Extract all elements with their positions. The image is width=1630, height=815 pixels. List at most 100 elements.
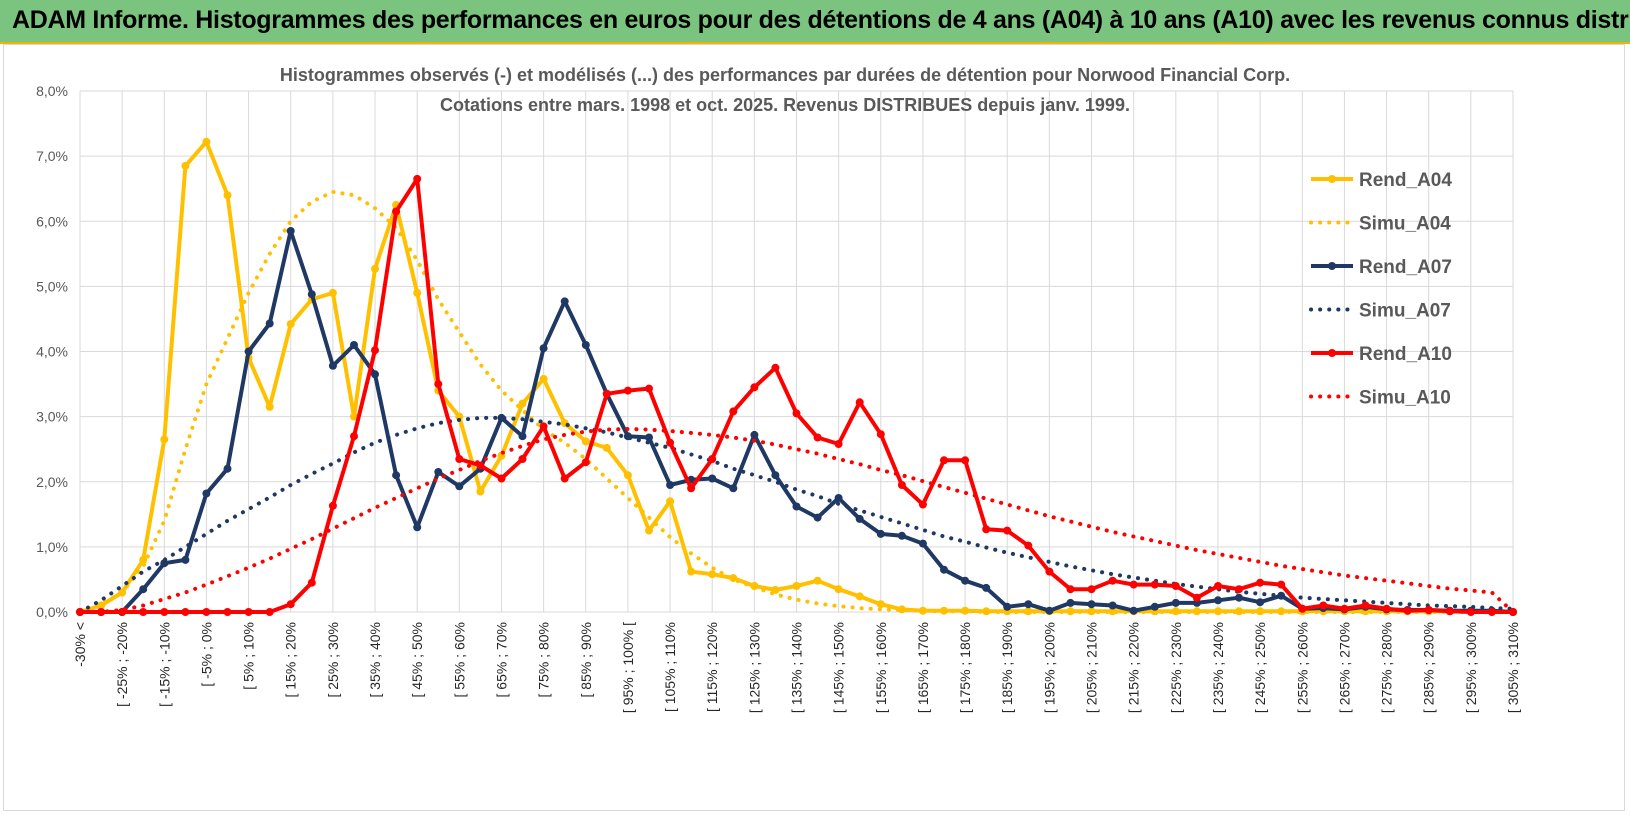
series-rend-a07-point [940, 565, 948, 574]
series-rend-a10-point [1066, 585, 1075, 594]
series-rend-a07-point [1214, 596, 1222, 605]
legend-label-rend-a10: Rend_A10 [1359, 344, 1452, 365]
series-rend-a04-point [202, 137, 211, 146]
series-rend-a07-point [560, 297, 569, 306]
legend-label-simu-a10: Simu_A10 [1359, 388, 1451, 409]
series-rend-a10-point [518, 455, 527, 463]
series-rend-a04-point [286, 320, 295, 329]
series-rend-a10-point [940, 456, 948, 465]
x-tick-label: [ 65% ; 70% [493, 622, 509, 698]
series-rend-a10-point [1319, 601, 1328, 610]
series-rend-a10-point [139, 608, 148, 616]
series-rend-a10-point [1403, 606, 1412, 615]
x-tick-label: [ 145% ; 150% [831, 622, 847, 713]
series-rend-a07-point [307, 290, 316, 299]
series-rend-a10-point [834, 440, 843, 448]
x-tick-label: [ 215% ; 220% [1126, 622, 1142, 713]
series-rend-a10-point [1214, 582, 1222, 590]
series-rend-a10-point [708, 455, 717, 463]
chart-frame [3, 44, 1625, 811]
y-tick-label: 1,0% [36, 539, 68, 555]
series-rend-a10-point [223, 608, 232, 616]
series-rend-a07-point [1045, 606, 1054, 615]
series-rend-a10-point [1466, 608, 1475, 616]
x-tick-label: [ 195% ; 200% [1041, 622, 1057, 713]
x-tick-label: [ 265% ; 270% [1336, 622, 1352, 713]
x-tick-label: -30% < [72, 622, 88, 667]
series-rend-a07-point [244, 347, 253, 356]
series-rend-a10-point [181, 608, 190, 616]
x-tick-label: [ -25% ; -20% [114, 622, 130, 707]
series-rend-a10-point [350, 432, 358, 441]
x-tick-label: [ 305% ; 310% [1505, 622, 1521, 713]
series-rend-a07-point [328, 361, 337, 370]
series-rend-a04-point [539, 374, 548, 383]
series-rend-a04-point [181, 161, 190, 170]
series-simu-a07-line [78, 415, 1515, 614]
series-rend-a07-point [497, 413, 506, 422]
x-tick-label: [ 205% ; 210% [1084, 622, 1100, 713]
series-rend-a10-point [1424, 606, 1433, 614]
series-rend-a10-point [160, 608, 169, 616]
series-rend-a04-point [223, 191, 232, 200]
series-rend-a10-point [792, 409, 801, 418]
chart-title-line-2: Cotations entre mars. 1998 et oct. 2025.… [440, 95, 1130, 115]
series-rend-a04-point [792, 582, 801, 590]
x-tick-label: [ 235% ; 240% [1210, 622, 1226, 713]
series-rend-a07-point [1256, 598, 1265, 607]
series-rend-a07-point [160, 559, 169, 568]
series-rend-a07-point [876, 529, 885, 538]
series-rend-a04-point [729, 574, 738, 583]
series-rend-a10-point [244, 608, 253, 616]
series-rend-a04-point [687, 567, 696, 576]
series-rend-a04-point [139, 555, 148, 564]
x-tick-label: [ 295% ; 300% [1463, 622, 1479, 713]
series-rend-a04-point [97, 601, 106, 610]
series-rend-a07-point [539, 344, 548, 353]
series-rend-a07-point [792, 502, 801, 511]
x-tick-label: [ 155% ; 160% [873, 622, 889, 713]
series-rend-a10-point [1150, 580, 1159, 589]
series-rend-a07-point [1171, 598, 1180, 607]
series-rend-a10-point [750, 383, 759, 392]
series-rend-a07-point [1108, 601, 1117, 610]
series-rend-a07-point [855, 514, 864, 523]
series-rend-a10-point [687, 484, 696, 493]
x-tick-label: [ 245% ; 250% [1252, 622, 1268, 713]
series-rend-a10-point [560, 474, 569, 483]
series-rend-a10-point [328, 501, 337, 510]
series-rend-a10-point [623, 386, 632, 395]
series-rend-a10-point [1235, 585, 1243, 594]
series-rend-a10-point [813, 433, 822, 442]
chart-legend: Rend_A04 Simu_A04 Rend_A07 Simu_A07 Rend_A10… [1309, 170, 1452, 409]
series-rend-a10-point [202, 608, 211, 616]
legend-label-rend-a04: Rend_A04 [1359, 170, 1452, 191]
series-rend-a10-point [1045, 567, 1054, 576]
series-rend-a04-point [813, 576, 822, 585]
series-rend-a04-point [602, 443, 611, 452]
chart-title-line-1: Histogrammes observés (-) et modélisés (… [280, 65, 1290, 85]
y-axis-ticks: 0,0% 1,0% 2,0% 3,0% 4,0% 5,0% 6,0% 7,0% 8,0% [36, 83, 68, 620]
series-rend-a10-point [645, 384, 653, 393]
series-rend-a07-point [392, 471, 401, 480]
x-tick-label: [ 55% ; 60% [451, 622, 467, 698]
series-rend-a04-point [581, 437, 590, 446]
series-rend-a10-point [1382, 604, 1391, 613]
series-rend-a10-point [1171, 582, 1180, 590]
x-tick-label: [ 185% ; 190% [999, 622, 1015, 713]
series-rend-a04-point [265, 402, 274, 411]
series-rend-a04-point [413, 288, 422, 297]
series-rend-a10-point [413, 174, 422, 183]
series-rend-a04-point [623, 471, 632, 480]
series-rend-a04-point [897, 605, 906, 614]
series-rend-a10-point [1487, 608, 1496, 616]
series-rend-a04-point [876, 600, 885, 609]
series-rend-a10-point [602, 389, 611, 398]
series-rend-a04-point [666, 497, 675, 506]
series-rend-a07-point [1066, 598, 1075, 607]
series-rend-a04-point [1171, 607, 1180, 616]
x-tick-label: [ 35% ; 40% [367, 622, 383, 698]
y-tick-label: 2,0% [36, 474, 68, 490]
x-axis-ticks: -30% < [ -25% ; -20% [ -15% ; -10% [ -5% ; … [72, 622, 1521, 713]
series-rend-a07-point [918, 539, 927, 548]
